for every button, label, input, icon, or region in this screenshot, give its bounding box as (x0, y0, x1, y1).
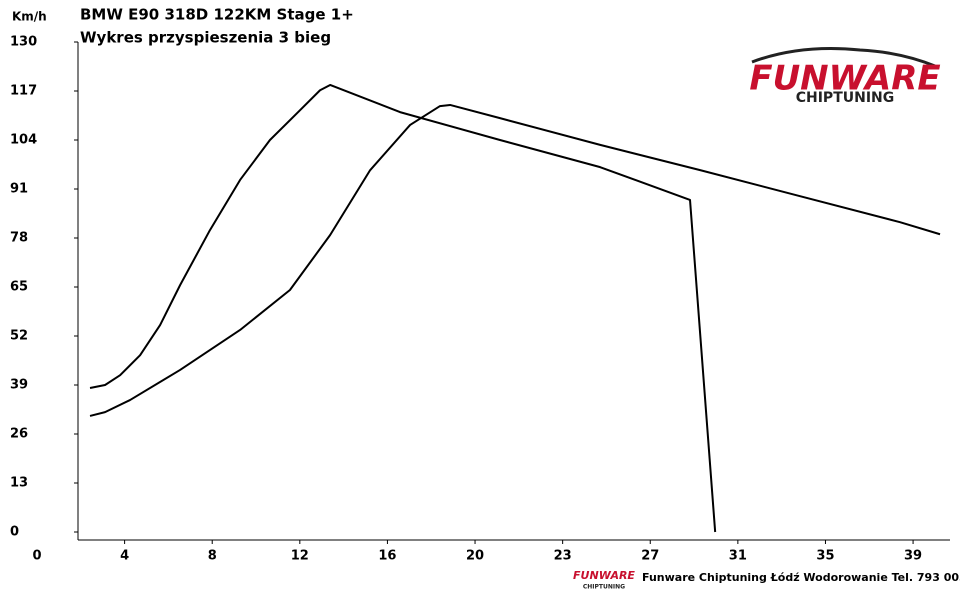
footer-logo-brand: FUNWARE (573, 569, 635, 582)
y-tick-label: 117 (10, 84, 37, 99)
x-tick-label: 20 (466, 549, 484, 564)
x-tick-label: 23 (554, 549, 572, 564)
footer: FUNWARE CHIPTUNING Funware Chiptuning Łó… (573, 569, 960, 591)
x-tick-label: 12 (291, 549, 309, 564)
y-tick-label: 91 (10, 182, 28, 197)
x-tick-label: 27 (641, 549, 659, 564)
x-tick-label: 16 (378, 549, 396, 564)
logo-tagline: CHIPTUNING (796, 90, 895, 106)
line-series (89, 83, 717, 533)
chart-title: BMW E90 318D 122KM Stage 1+ (80, 6, 354, 24)
y-tick-label: 13 (10, 476, 28, 491)
x-tick-label: 8 (208, 549, 217, 564)
x-tick-label: 35 (816, 549, 834, 564)
y-tick-label: 39 (10, 378, 28, 393)
logo-brand: FUNWARE (749, 59, 940, 99)
logo: FUNWARE CHIPTUNING (749, 47, 941, 106)
x-tick-label: 31 (729, 549, 747, 564)
y-tick-label: 26 (10, 427, 28, 442)
footer-logo-tagline: CHIPTUNING (583, 584, 625, 591)
y-tick-label: 78 (10, 231, 28, 246)
footer-text: Funware Chiptuning Łódź Wodorowanie Tel.… (642, 571, 960, 584)
y-axis-label: Km/h (12, 10, 47, 24)
x-tick-label: 0 (32, 549, 41, 564)
y-tick-label: 0 (10, 525, 19, 540)
y-tick-label: 52 (10, 329, 28, 344)
y-tick-label: 104 (10, 133, 37, 148)
y-tick-label: 130 (10, 35, 37, 50)
y-tick-label: 65 (10, 280, 28, 295)
x-tick-label: 39 (904, 549, 922, 564)
chart-subtitle: Wykres przyspieszenia 3 bieg (80, 29, 331, 47)
logo-swoosh (751, 47, 936, 68)
x-tick-label: 4 (120, 549, 129, 564)
line-series (89, 103, 941, 417)
